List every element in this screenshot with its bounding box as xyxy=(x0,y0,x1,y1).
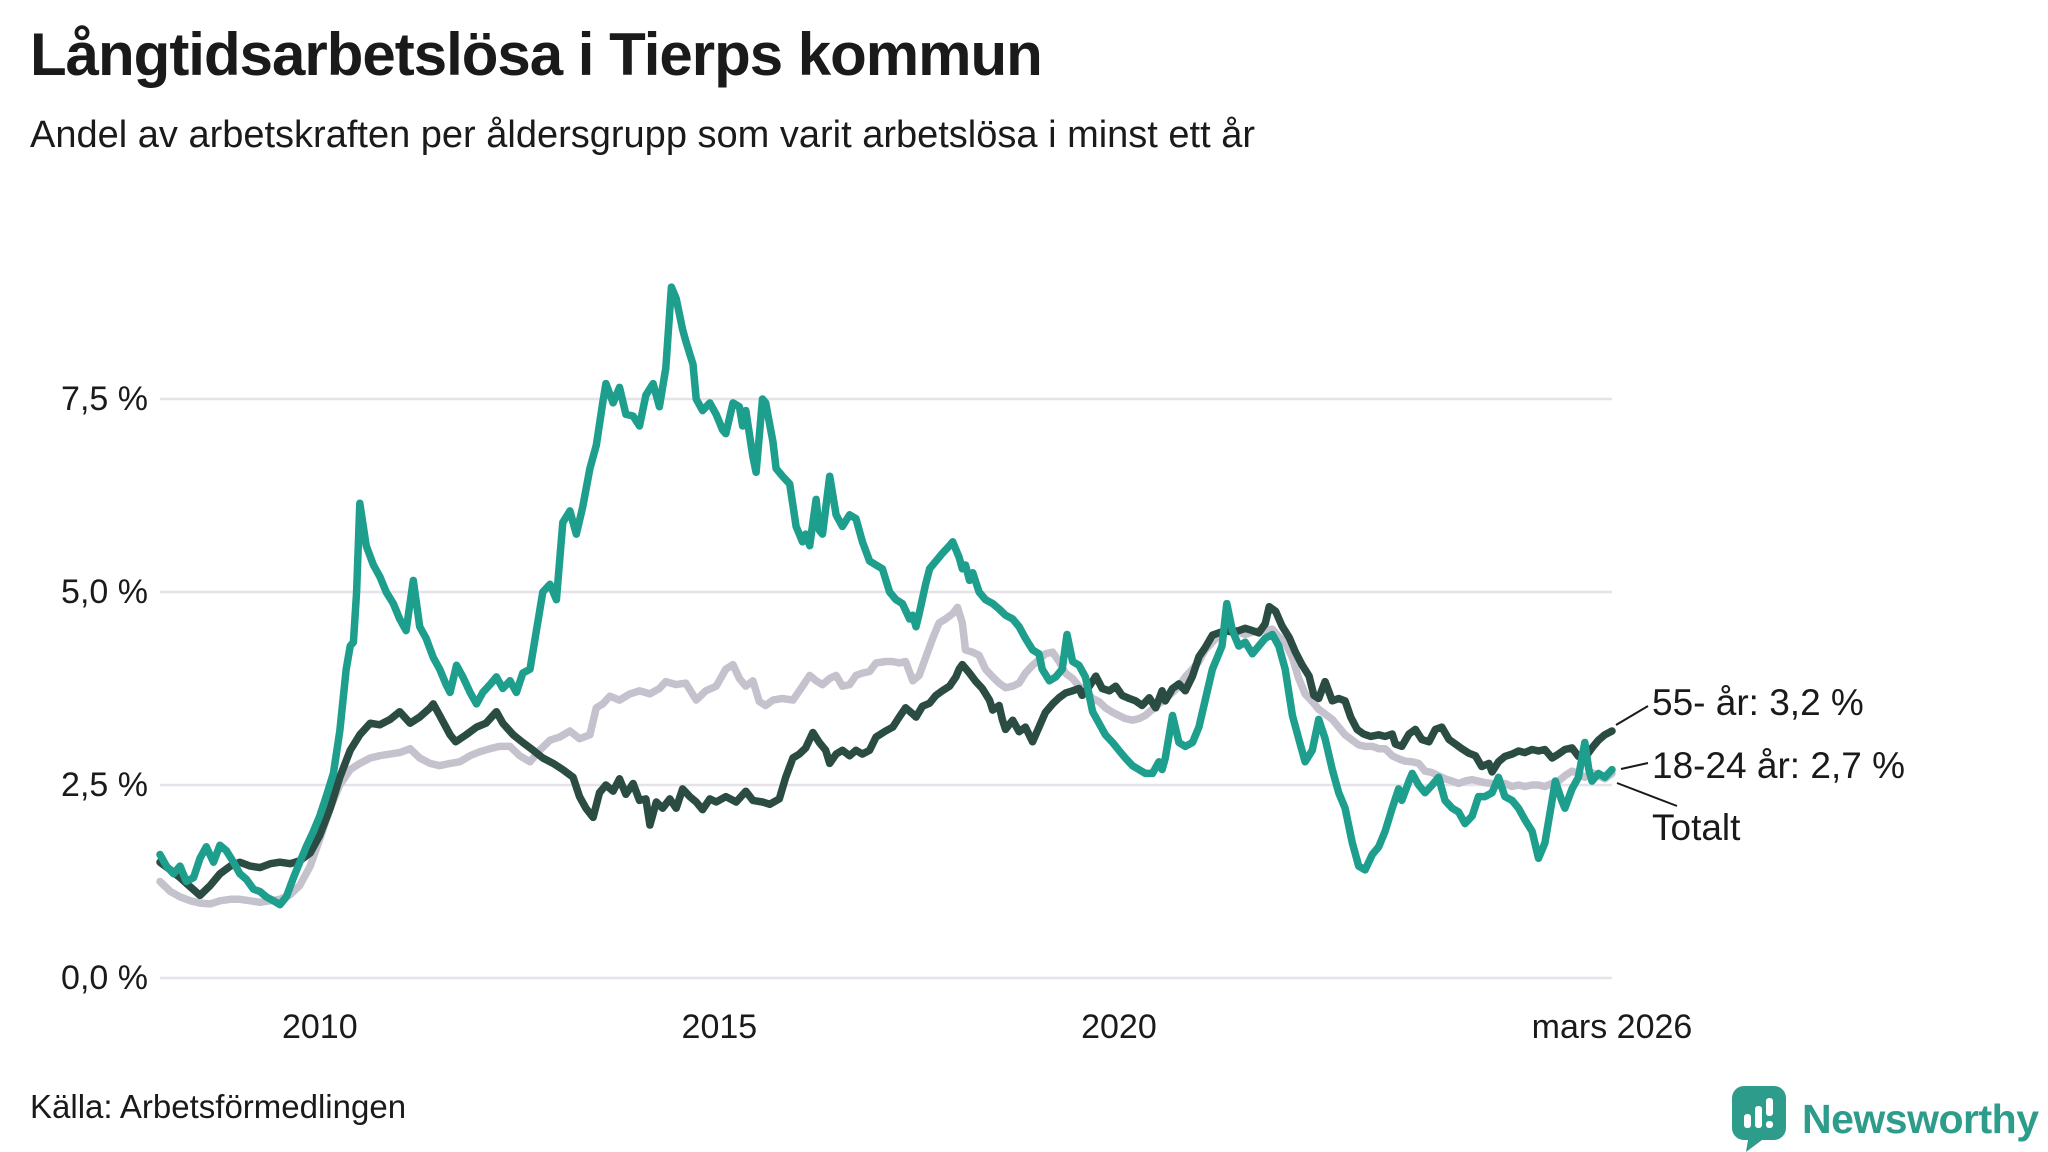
source-note: Källa: Arbetsförmedlingen xyxy=(30,1088,407,1125)
y-tick-label: 2,5 % xyxy=(61,766,148,804)
series-line-18-24-r xyxy=(156,283,1616,909)
page-title: Långtidsarbetslösa i Tierps kommun xyxy=(30,21,1043,88)
leader-line xyxy=(1620,762,1649,770)
newsworthy-logo: Newsworthy xyxy=(1732,1086,2039,1152)
leader-line xyxy=(1615,705,1649,726)
series-line-totalt xyxy=(156,603,1616,908)
y-tick-label: 0,0 % xyxy=(61,959,148,997)
y-tick-label: 5,0 % xyxy=(61,573,148,611)
y-tick-label: 7,5 % xyxy=(61,380,148,418)
x-tick-label: 2010 xyxy=(281,1008,358,1046)
series-annotation: 55- år: 3,2 % xyxy=(1652,682,1864,723)
leader-line xyxy=(1616,782,1678,807)
series-annotation: 18-24 år: 2,7 % xyxy=(1652,745,1905,786)
speech-bubble-bar-chart-icon xyxy=(1732,1086,1786,1152)
series-annotation: Totalt xyxy=(1652,807,1741,848)
x-tick-label: 2015 xyxy=(681,1008,758,1046)
page-subtitle: Andel av arbetskraften per åldersgrupp s… xyxy=(30,114,1256,156)
x-tick-label: mars 2026 xyxy=(1531,1008,1693,1046)
brand-name: Newsworthy xyxy=(1802,1095,2039,1142)
series-line-55-r xyxy=(156,602,1616,900)
x-tick-label: 2020 xyxy=(1081,1008,1157,1046)
